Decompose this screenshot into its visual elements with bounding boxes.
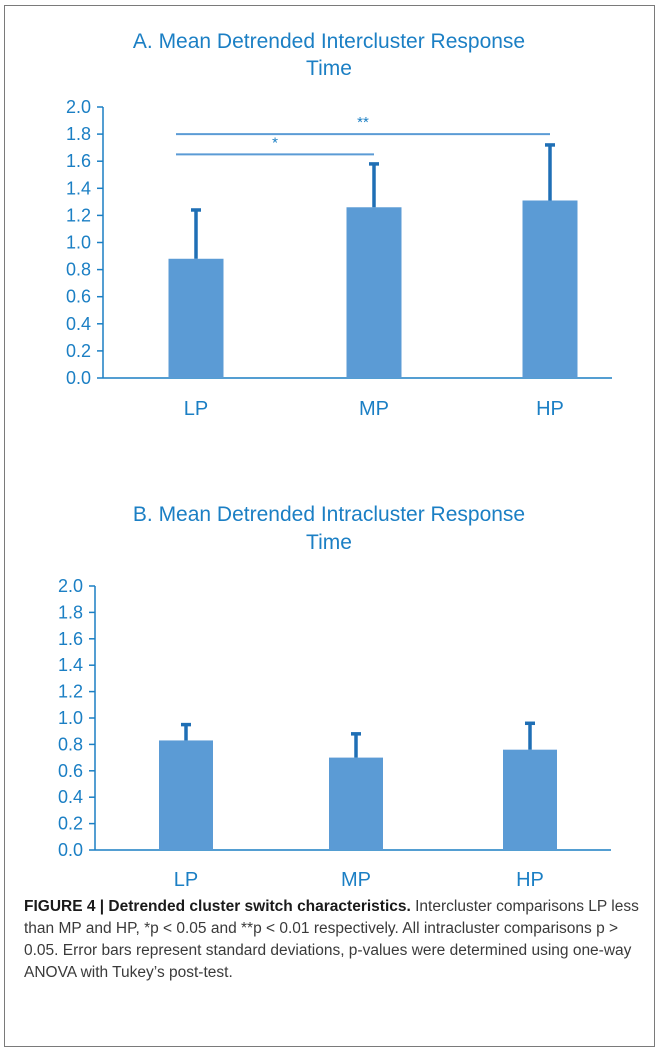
figure-charts: A. Mean Detrended Intercluster Response T…: [58, 30, 612, 890]
chart-0-y-tick-label: 0.0: [66, 368, 91, 388]
chart-1-y-tick-label: 1.4: [58, 655, 83, 675]
chart-0-y-tick-label: 0.8: [66, 260, 91, 280]
chart-1-y-tick-label: 0.6: [58, 761, 83, 781]
caption-heading: FIGURE 4 | Detrended cluster switch char…: [24, 898, 411, 915]
chart-0-title-line-0: A. Mean Detrended Intercluster Response: [133, 30, 525, 53]
chart-0-significance-label-1: **: [357, 114, 369, 131]
figure-caption: FIGURE 4 | Detrended cluster switch char…: [24, 896, 644, 984]
chart-0-y-tick-label: 0.6: [66, 287, 91, 307]
chart-0-y-tick-label: 0.2: [66, 341, 91, 361]
chart-1-bar-hp: [503, 749, 557, 850]
chart-0-category-label-lp: LP: [184, 398, 208, 420]
chart-1-y-tick-label: 1.0: [58, 708, 83, 728]
chart-1-y-tick-label: 1.8: [58, 602, 83, 622]
chart-1-bar-mp: [329, 757, 383, 850]
chart-0-y-tick-label: 1.8: [66, 124, 91, 144]
chart-1-y-tick-label: 2.0: [58, 576, 83, 596]
caption-text: Intercluster comparisons LP less than MP…: [24, 898, 639, 981]
figure-frame: [4, 5, 655, 1047]
chart-0-y-tick-label: 1.0: [66, 233, 91, 253]
chart-1-title-line-0: B. Mean Detrended Intracluster Response: [133, 503, 525, 526]
chart-1-y-tick-label: 0.8: [58, 734, 83, 754]
chart-1-bar-lp: [159, 740, 213, 850]
chart-1-y-tick-label: 0.0: [58, 840, 83, 860]
chart-1-y-tick-label: 0.4: [58, 787, 83, 807]
chart-0-category-label-mp: MP: [359, 398, 389, 420]
chart-1-category-label-mp: MP: [341, 869, 371, 890]
chart-0-y-tick-label: 1.6: [66, 151, 91, 171]
chart-0-y-tick-label: 1.4: [66, 178, 91, 198]
chart-0-title-line-1: Time: [306, 57, 352, 80]
chart-1-y-tick-label: 0.2: [58, 814, 83, 834]
chart-0-y-tick-label: 0.4: [66, 314, 91, 334]
chart-0-bar-mp: [346, 207, 402, 378]
chart-1-category-label-lp: LP: [174, 869, 198, 890]
chart-0-category-label-hp: HP: [536, 398, 564, 420]
chart-0-y-tick-label: 2.0: [66, 97, 91, 117]
chart-0-significance-label-0: *: [272, 134, 278, 151]
chart-0-y-tick-label: 1.2: [66, 205, 91, 225]
chart-1-title-line-1: Time: [306, 531, 352, 554]
chart-0-bar-hp: [522, 200, 578, 378]
chart-1-y-tick-label: 1.2: [58, 682, 83, 702]
chart-1-y-tick-label: 1.6: [58, 629, 83, 649]
chart-0-bar-lp: [168, 258, 224, 378]
chart-1-category-label-hp: HP: [516, 869, 544, 890]
